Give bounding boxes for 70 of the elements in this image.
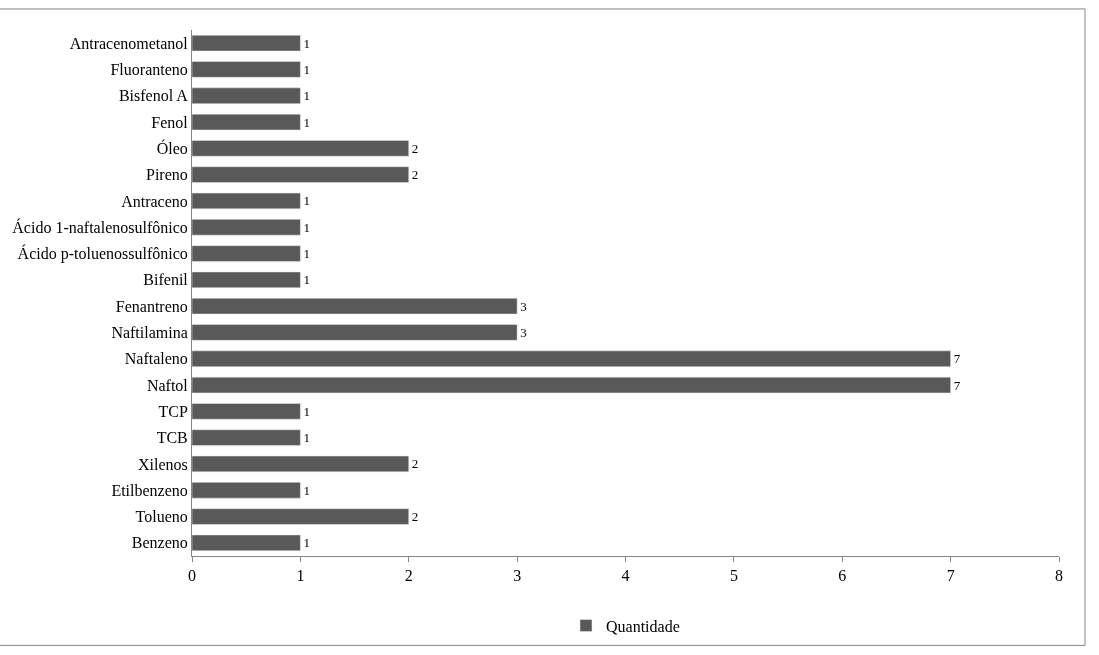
y-tick-label: Benzeno [131,534,188,552]
y-tick-label: Ácido p-toluenossulfônico [17,244,188,264]
x-tick-label: 1 [296,567,305,585]
y-tick-label: Tolueno [135,508,188,526]
data-label: 1 [303,272,310,288]
bar [192,376,951,394]
data-label: 1 [303,535,310,551]
bar [192,245,301,262]
y-tick-label: Fluoranteno [110,61,188,79]
bar [192,166,409,183]
bar [192,350,951,367]
bar [192,192,301,210]
data-label: 3 [520,298,527,314]
data-label: 1 [303,193,310,209]
y-tick-label: Fenol [151,113,189,131]
bar [192,482,301,499]
data-label: 1 [303,61,310,77]
x-tick-label: 2 [404,567,413,585]
bar [192,113,301,131]
x-tick-label: 8 [1055,567,1063,585]
y-tick-label: TCP [158,402,188,420]
x-tick-label: 6 [838,567,847,585]
legend-label: Quantidade [606,617,680,635]
data-label: 7 [953,377,961,393]
data-label: 7 [953,351,961,367]
y-tick-label: Etilbenzeno [111,481,188,499]
y-tick-label: Naftilamina [111,324,188,342]
y-tick-label: TCB [156,429,188,447]
bar [192,455,409,473]
bar [192,35,301,52]
y-tick-label: Xilenos [138,455,188,473]
bar [192,61,301,78]
x-tick-label: 3 [513,567,522,585]
y-tick-label: Bisfenol A [118,87,189,105]
data-label: 3 [520,324,527,340]
data-label: 1 [303,88,310,104]
data-label: 2 [411,456,419,472]
bar [192,219,301,236]
y-tick-label: Pireno [146,166,188,184]
data-label: 2 [411,509,419,525]
bar [192,271,301,288]
bar [192,324,518,341]
y-tick-label: Bifenil [143,271,189,289]
y-tick-label: Naftol [146,376,189,394]
bar [192,403,301,420]
data-label: 1 [303,219,310,235]
y-tick-label: Naftaleno [124,350,188,368]
y-tick-label: Fenantreno [115,297,188,315]
bar [192,429,301,446]
y-tick-label: Antracenometanol [69,34,189,52]
data-label: 1 [303,482,310,498]
x-tick-label: 7 [946,567,955,585]
data-label: 1 [303,35,310,51]
x-tick-label: 4 [621,567,630,585]
data-label: 2 [411,140,419,156]
data-label: 1 [303,430,310,446]
y-tick-label: Óleo [156,138,188,157]
bar [192,508,409,525]
y-tick-label: Ácido 1-naftalenosulfônico [12,217,188,236]
bar [192,140,409,157]
data-label: 1 [303,246,310,262]
x-tick-label: 0 [188,567,196,585]
data-label: 1 [303,403,310,419]
x-tick-label: 5 [729,567,738,585]
data-label: 1 [303,114,310,130]
bar [192,534,301,551]
bar [192,298,518,315]
y-tick-label: Antraceno [121,192,188,210]
data-label: 2 [411,167,419,183]
bar [192,87,301,104]
